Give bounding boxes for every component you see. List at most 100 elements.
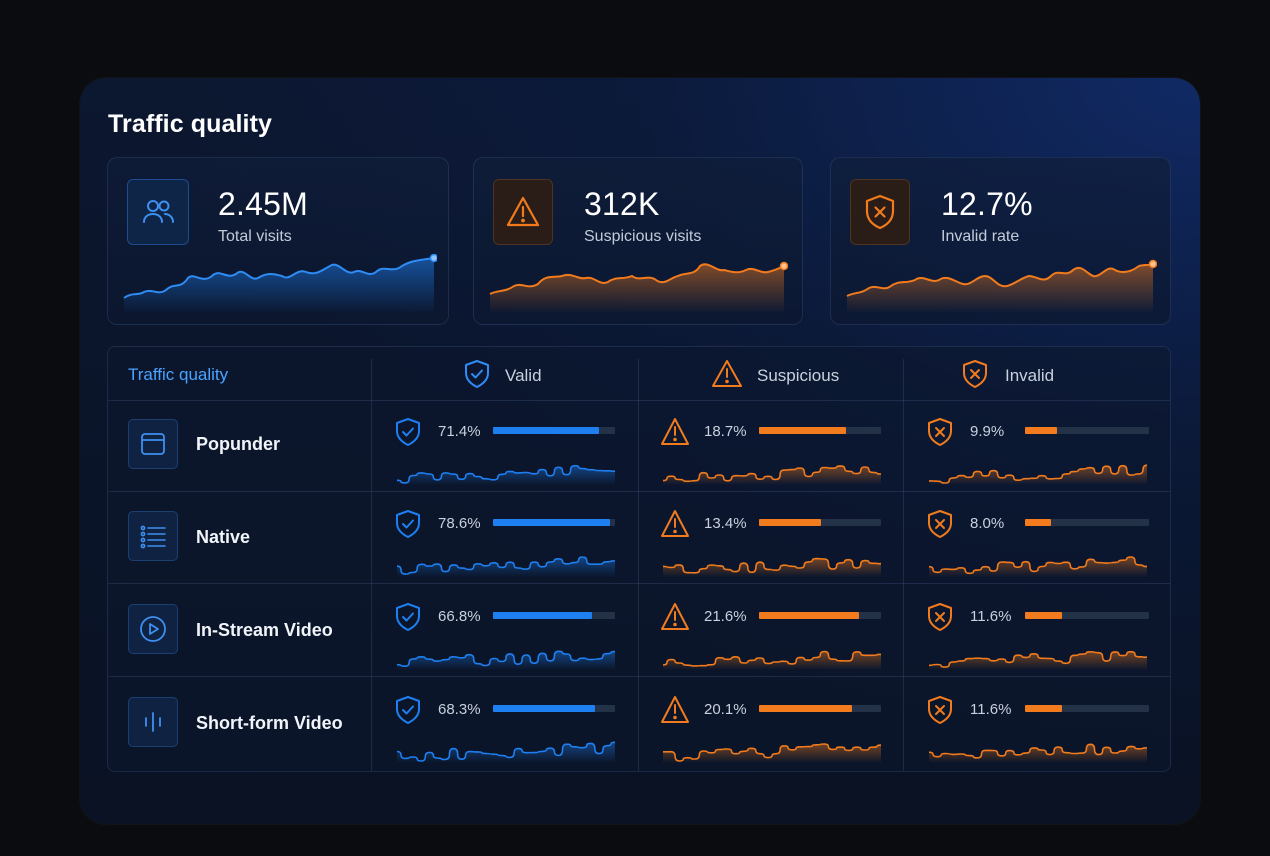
warning-triangle-icon	[660, 417, 690, 449]
cell-sparkline	[396, 556, 616, 577]
kpi-sparkline	[846, 259, 1157, 312]
cell-percent: 68.3%	[438, 701, 481, 718]
progress-bar-fill	[759, 427, 846, 434]
row-name-popunder[interactable]: Popunder	[196, 434, 280, 454]
warning-triangle-icon	[660, 509, 690, 541]
row-divider	[108, 676, 1170, 677]
progress-bar-fill	[1025, 705, 1063, 712]
column-divider	[638, 359, 639, 771]
cell-percent: 21.6%	[704, 608, 747, 625]
list-icon	[128, 511, 178, 561]
shield-check-icon	[394, 417, 424, 449]
progress-bar-fill	[1025, 427, 1057, 434]
shield-x-icon	[926, 417, 956, 449]
shield-x-icon	[963, 360, 987, 388]
shield-check-icon	[394, 509, 424, 541]
row-name-native[interactable]: Native	[196, 527, 251, 547]
kpi-label: Suspicious visits	[584, 228, 702, 245]
progress-bar	[759, 705, 881, 712]
kpi-value: 12.7%	[941, 186, 1033, 222]
cell-sparkline	[662, 557, 882, 577]
progress-bar-fill	[759, 705, 853, 712]
row-name-short-form-video[interactable]: Short-form Video	[196, 713, 343, 733]
cell-sparkline	[396, 650, 616, 670]
cell-sparkline	[396, 464, 616, 485]
shield-x-icon	[850, 179, 910, 245]
progress-bar	[759, 612, 881, 619]
row-name-in-stream-video[interactable]: In-Stream Video	[196, 620, 333, 640]
progress-bar-fill	[493, 705, 595, 712]
page-title: Traffic quality	[108, 110, 273, 138]
kpi-card-suspicious-visits[interactable]: 312K Suspicious visits	[473, 157, 803, 325]
cell-percent: 78.6%	[438, 515, 481, 532]
shield-check-icon	[394, 602, 424, 634]
cell-sparkline	[396, 741, 616, 763]
progress-bar	[1025, 427, 1149, 434]
warning-triangle-icon	[493, 179, 553, 245]
cell-percent: 9.9%	[970, 423, 1005, 440]
cell-percent: 66.8%	[438, 608, 481, 625]
cell-percent: 71.4%	[438, 423, 481, 440]
shield-x-icon	[926, 602, 956, 634]
shield-x-icon	[926, 695, 956, 727]
row-divider	[108, 583, 1170, 584]
kpi-card-total-visits[interactable]: 2.45M Total visits	[107, 157, 449, 325]
cell-percent: 20.1%	[704, 701, 747, 718]
progress-bar-fill	[493, 612, 593, 619]
progress-bar	[1025, 705, 1149, 712]
progress-bar-fill	[1025, 612, 1063, 619]
progress-bar	[493, 427, 615, 434]
cell-percent: 13.4%	[704, 515, 747, 532]
cell-sparkline	[928, 556, 1148, 577]
audio-bars-icon	[128, 697, 178, 747]
cell-percent: 18.7%	[704, 423, 747, 440]
progress-bar	[759, 519, 881, 526]
warning-triangle-icon	[712, 360, 742, 387]
progress-bar-fill	[1025, 519, 1051, 526]
shield-check-icon	[465, 360, 489, 388]
cell-percent: 8.0%	[970, 515, 1005, 532]
column-divider	[371, 359, 372, 771]
progress-bar	[493, 519, 615, 526]
window-icon	[128, 419, 178, 469]
warning-triangle-icon	[660, 695, 690, 727]
shield-x-icon	[926, 509, 956, 541]
kpi-sparkline	[489, 261, 788, 312]
column-header-suspicious[interactable]: Suspicious	[757, 366, 840, 385]
kpi-value: 2.45M	[218, 186, 308, 222]
cell-sparkline	[928, 464, 1148, 485]
kpi-value: 312K	[584, 186, 660, 222]
play-circle-icon	[128, 604, 178, 654]
row-divider	[108, 491, 1170, 492]
shield-check-icon	[394, 695, 424, 727]
progress-bar-fill	[493, 519, 610, 526]
progress-bar	[759, 427, 881, 434]
table-header-title: Traffic quality	[128, 365, 229, 384]
progress-bar	[493, 612, 615, 619]
kpi-cards: 2.45M Total visits	[107, 157, 1171, 325]
cell-percent: 11.6%	[970, 701, 1012, 718]
traffic-quality-table: Traffic quality Valid Suspicious Invalid…	[107, 346, 1171, 772]
cell-sparkline	[662, 650, 882, 670]
kpi-label: Total visits	[218, 228, 292, 245]
users-icon	[127, 179, 189, 245]
progress-bar-fill	[493, 427, 600, 434]
kpi-label: Invalid rate	[941, 228, 1020, 245]
progress-bar	[1025, 612, 1149, 619]
column-header-invalid[interactable]: Invalid	[1005, 366, 1055, 385]
column-header-valid[interactable]: Valid	[505, 366, 542, 385]
cell-sparkline	[662, 743, 882, 763]
cell-percent: 11.6%	[970, 608, 1012, 625]
cell-sparkline	[662, 465, 882, 485]
progress-bar-fill	[759, 519, 822, 526]
cell-sparkline	[928, 650, 1148, 670]
traffic-quality-panel: Traffic quality 2.45M Total visits	[80, 78, 1200, 824]
progress-bar-fill	[759, 612, 860, 619]
progress-bar	[1025, 519, 1149, 526]
column-divider	[903, 359, 904, 771]
row-divider	[108, 400, 1170, 401]
kpi-sparkline	[123, 254, 437, 312]
warning-triangle-icon	[660, 602, 690, 634]
progress-bar	[493, 705, 615, 712]
kpi-card-invalid-rate[interactable]: 12.7% Invalid rate	[830, 157, 1171, 325]
